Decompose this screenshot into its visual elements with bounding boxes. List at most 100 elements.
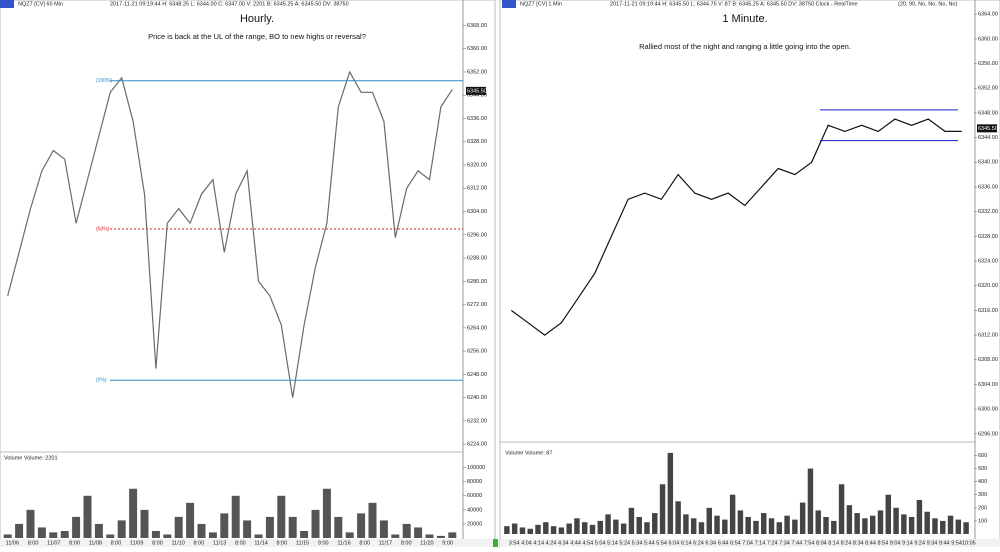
time-label: 4:04 [521,540,532,546]
volume-bar [300,530,309,538]
time-label: 8:00 [401,540,412,546]
volume-bar [683,514,689,534]
volume-bar [613,519,619,534]
y-tick-label: 100 [978,518,987,524]
volume-bar [550,526,557,534]
volume-bar [784,515,790,534]
left-tag [0,0,14,8]
time-label: 4:34 [558,540,569,546]
volume-bar [807,468,814,534]
volume-bar [208,532,217,538]
y-tick-label: 6296.00 [978,431,998,437]
volume-bar [334,516,343,538]
time-label: 8:00 [359,540,370,546]
y-tick-label: 6328.00 [467,139,487,145]
y-tick-label: 60000 [467,493,482,499]
last-price-label: 6345.50 [978,126,998,132]
volume-bar [628,507,635,534]
volume-bar [838,484,845,534]
y-tick-label: 300 [978,492,987,498]
volume-bar [729,494,736,534]
volume-bar [140,509,149,538]
volume-bar [186,502,195,538]
y-tick-label: 6356.00 [978,61,998,67]
time-label: 7:24 [767,540,778,546]
volume-bar [706,507,712,534]
level-label: (100%) [96,78,112,84]
y-tick-label: 6248.00 [467,372,487,378]
volume-bar [901,514,907,534]
volume-bar [322,488,331,538]
volume-bar [605,514,611,534]
time-label: 3:54 [509,540,520,546]
y-tick-label: 500 [978,466,987,472]
time-label: 9:54 [951,540,962,546]
volume-bar [597,520,604,534]
chart-title: Hourly. [240,13,274,25]
right-study: (20, 90, No, No, No, No) [898,1,957,7]
volume-bar [792,519,798,534]
right-tag [502,0,516,8]
time-label: 8:14 [828,540,839,546]
volume-bar [391,534,400,538]
volume-bar [94,523,103,538]
time-label: 9:24 [914,540,925,546]
time-label: 11/10 [172,540,185,546]
y-tick-label: 6320.00 [467,162,487,168]
y-tick-label: 40000 [467,507,482,513]
y-tick-label: 6224.00 [467,442,487,448]
y-tick-label: 6336.00 [467,116,487,122]
volume-bar [511,523,518,534]
volume-bar [885,494,891,534]
time-label: 5:14 [607,540,618,546]
y-tick-label: 6264.00 [467,325,487,331]
time-label: 11/09 [130,540,143,546]
y-tick-label: 6280.00 [467,279,487,285]
y-tick-label: 6232.00 [467,418,487,424]
time-label: 5:44 [644,540,655,546]
volume-bar [620,523,627,534]
time-label: 8:44 [865,540,876,546]
time-label: 4:54 [583,540,594,546]
time-label: 11/16 [337,540,350,546]
volume-bar [636,516,642,534]
volume-bar [869,515,876,534]
volume-bar [151,530,160,538]
y-tick-label: 6344.00 [978,135,998,141]
left-info: NQZ7 [CV] 60 Min [18,1,63,7]
time-label: 8:04 [816,540,827,546]
volume-bar [345,532,354,538]
volume-bar [535,524,541,534]
volume-bar [37,527,46,538]
right-status: 2017-11-21 09:19:44 H: 6345.50 L: 6344.7… [610,1,858,7]
volume-bar [72,516,81,538]
volume-bar [667,452,674,534]
time-label: 9:04 [890,540,901,546]
chart-subtitle: Price is back at the UL of the range, BO… [148,32,366,41]
volume-bar [117,520,126,538]
time-label: 4:14 [533,540,544,546]
y-tick-label: 20000 [467,521,482,527]
time-label: 11/20 [420,540,433,546]
volume-bar [652,513,658,534]
volume-bar [83,495,92,538]
time-label: 10:05 [962,540,976,546]
volume-bar [254,534,263,538]
volume-bar [220,513,229,538]
volume-bar [854,513,860,534]
time-label: 11/17 [379,540,392,546]
y-tick-label: 6344.00 [467,93,487,99]
volume-bar [963,522,969,534]
volume-bar [26,509,35,538]
time-label: 6:44 [718,540,729,546]
volume-bar [940,520,946,534]
volume-bar [893,507,899,534]
volume-bar [924,511,930,534]
time-label: 8:00 [194,540,205,546]
volume-bar [831,520,837,534]
y-tick-label: 6312.00 [467,186,487,192]
y-tick-label: 6300.00 [978,407,998,413]
time-label: 6:04 [669,540,680,546]
volume-bar [129,488,138,538]
